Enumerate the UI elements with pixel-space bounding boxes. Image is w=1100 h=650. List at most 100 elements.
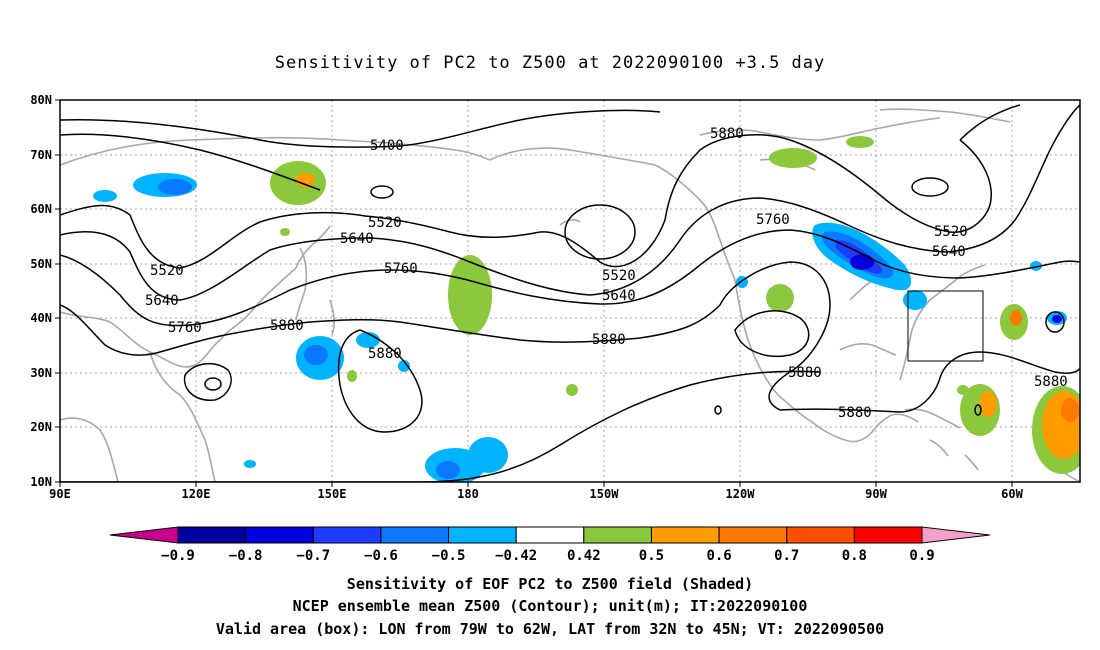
colorbar-cell bbox=[312, 526, 382, 544]
lon-label: 120W bbox=[726, 487, 756, 501]
lat-label: 60N bbox=[30, 202, 52, 216]
contour-label: 5520 bbox=[150, 263, 184, 279]
lon-label: 150W bbox=[590, 487, 620, 501]
contour-label: 5520 bbox=[934, 224, 968, 240]
colorbar-low-arrow bbox=[109, 526, 179, 544]
contour-5880-north bbox=[719, 261, 831, 411]
lon-label: 90W bbox=[865, 487, 887, 501]
contour-small-mex bbox=[714, 405, 722, 415]
contour-small-pacific-n bbox=[564, 204, 636, 260]
colorbar-tick-label: 0.9 bbox=[909, 548, 934, 564]
map-panel: 5400 5520 5640 5760 5880 5520 5640 5760 … bbox=[60, 100, 1080, 482]
colorbar-cell bbox=[718, 526, 788, 544]
lon-axis bbox=[59, 482, 1013, 487]
contour-label: 5880 bbox=[710, 126, 744, 142]
colorbar-cell bbox=[583, 526, 652, 544]
caption-line-3: Valid area (box): LON from 79W to 62W, L… bbox=[216, 620, 884, 638]
contour-5760 bbox=[60, 229, 1080, 327]
contour-label: 5640 bbox=[145, 293, 179, 309]
colorbar-cell bbox=[177, 526, 247, 544]
coastlines bbox=[60, 108, 1080, 482]
caption-line-2: NCEP ensemble mean Z500 (Contour); unit(… bbox=[293, 597, 808, 615]
lon-label: 60W bbox=[1001, 487, 1023, 501]
contour-5880-cell-na bbox=[734, 310, 810, 357]
contour-small-asia bbox=[204, 377, 222, 391]
contour-label: 5520 bbox=[602, 268, 636, 284]
contour-label: 5760 bbox=[168, 320, 202, 336]
contour-5400 bbox=[60, 109, 661, 148]
lat-label: 10N bbox=[30, 475, 52, 489]
contour-5520-east bbox=[789, 139, 992, 233]
contour-ne-5640 bbox=[1049, 104, 1080, 151]
colorbar-tick-label: 0.7 bbox=[774, 548, 799, 564]
contour-label: 5640 bbox=[602, 288, 636, 304]
contour-label: 5640 bbox=[932, 244, 966, 260]
colorbar-labels: −0.9 −0.8 −0.7 −0.6 −0.5 −0.42 0.42 0.5 0.6 0.7 0.… bbox=[161, 548, 935, 564]
lon-label: 180 bbox=[457, 487, 479, 501]
contour-small-atlantic bbox=[1045, 311, 1065, 333]
colorbar-tick-label: 0.8 bbox=[842, 548, 867, 564]
colorbar-cell bbox=[245, 526, 314, 544]
lat-label: 70N bbox=[30, 148, 52, 162]
z500-contours bbox=[60, 104, 1080, 482]
lon-label: 150E bbox=[318, 487, 347, 501]
colorbar-cell bbox=[380, 526, 450, 544]
contour-label: 5880 bbox=[592, 332, 626, 348]
contour-nw-5400 bbox=[60, 133, 321, 191]
contour-5640 bbox=[60, 149, 1051, 301]
colorbar-tick-label: −0.42 bbox=[495, 548, 537, 564]
map-frame bbox=[59, 99, 1081, 483]
colorbar-tick-label: −0.9 bbox=[161, 548, 195, 564]
colorbar-tick-label: 0.42 bbox=[567, 548, 601, 564]
contour-5880-cell-asia bbox=[183, 363, 232, 401]
colorbar-cell bbox=[448, 526, 517, 544]
lat-label: 20N bbox=[30, 420, 52, 434]
contour-labels: 5400 5520 5640 5760 5880 5520 5640 5760 … bbox=[145, 126, 1068, 421]
contour-5520-west bbox=[60, 134, 791, 269]
colorbar-tick-label: 0.5 bbox=[639, 548, 664, 564]
colorbar-high-arrow bbox=[921, 526, 991, 544]
lat-label: 80N bbox=[30, 93, 52, 107]
lat-label: 30N bbox=[30, 366, 52, 380]
contour-label: 5880 bbox=[838, 405, 872, 421]
contour-label: 5880 bbox=[368, 346, 402, 362]
colorbar bbox=[109, 526, 991, 544]
lon-labels: 90E 120E 150E 180 150W 120W 90W 60W bbox=[49, 487, 1023, 501]
lat-labels: 80N 70N 60N 50N 40N 30N 20N 10N bbox=[30, 93, 52, 489]
colorbar-cell bbox=[786, 526, 855, 544]
colorbar-tick-label: −0.8 bbox=[229, 548, 263, 564]
contour-5880-south bbox=[60, 370, 821, 482]
colorbar-cell bbox=[515, 526, 585, 544]
lat-label: 40N bbox=[30, 311, 52, 325]
contour-label: 5520 bbox=[368, 215, 402, 231]
colorbar-tick-label: −0.5 bbox=[432, 548, 466, 564]
contour-label: 5880 bbox=[270, 318, 304, 334]
lat-label: 50N bbox=[30, 257, 52, 271]
contour-label: 5880 bbox=[1034, 374, 1068, 390]
colorbar-cell bbox=[650, 526, 720, 544]
contour-5880-west bbox=[60, 304, 721, 356]
contour-small-labrador bbox=[911, 177, 949, 197]
contour-label: 5880 bbox=[788, 365, 822, 381]
lon-label: 90E bbox=[49, 487, 71, 501]
contour-5880-cell-pacific bbox=[337, 329, 423, 433]
contour-label: 5400 bbox=[370, 138, 404, 154]
contour-label: 5640 bbox=[340, 231, 374, 247]
caption-line-1: Sensitivity of EOF PC2 to Z500 field (Sh… bbox=[347, 575, 753, 593]
plot-title: Sensitivity of PC2 to Z500 at 2022090100… bbox=[275, 53, 826, 73]
lat-axis bbox=[55, 99, 60, 483]
contour-label: 5760 bbox=[756, 212, 790, 228]
valid-area-box bbox=[907, 290, 984, 362]
contour-label: 5760 bbox=[384, 261, 418, 277]
shaded-sensitivity bbox=[93, 136, 1080, 482]
colorbar-tick-label: 0.6 bbox=[706, 548, 731, 564]
contour-ne-5520 bbox=[959, 104, 1021, 141]
colorbar-tick-label: −0.6 bbox=[364, 548, 398, 564]
lon-label: 120E bbox=[182, 487, 211, 501]
colorbar-cell bbox=[853, 526, 923, 544]
contour-small-carib bbox=[974, 404, 982, 416]
contour-5880-east bbox=[779, 351, 1080, 413]
colorbar-tick-label: −0.7 bbox=[296, 548, 330, 564]
contour-small-kamchatka bbox=[370, 185, 394, 199]
